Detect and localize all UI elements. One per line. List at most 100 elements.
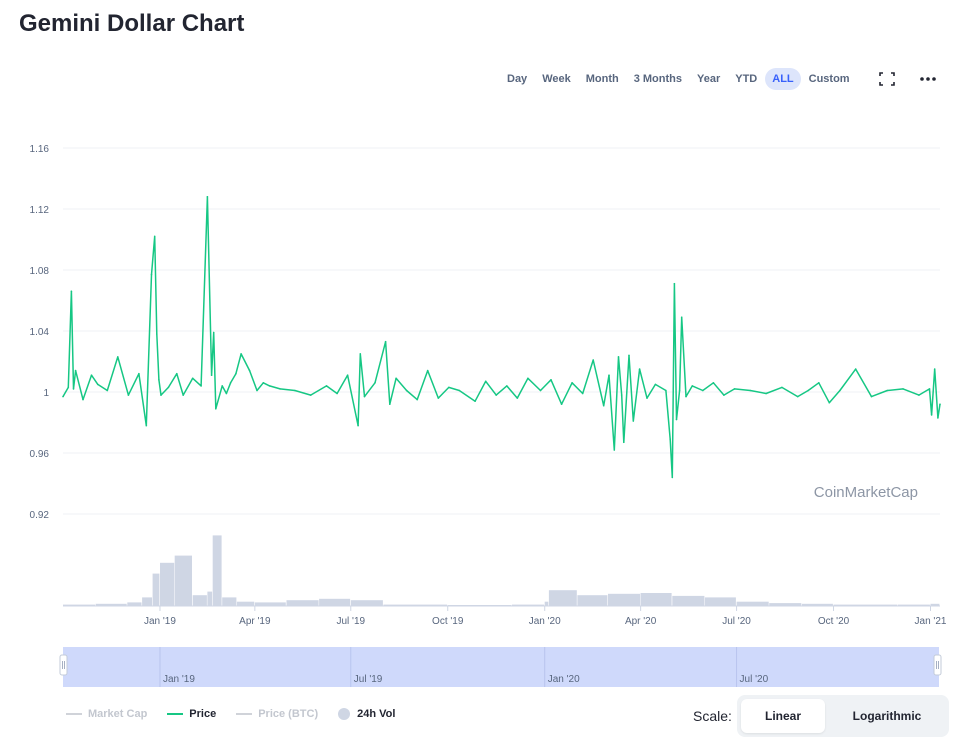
volume-bar <box>672 595 705 606</box>
volume-bar <box>930 603 940 606</box>
price-point <box>150 273 153 276</box>
price-point <box>749 389 752 392</box>
price-point <box>374 382 376 384</box>
navigator-tick-label: Jan '19 <box>163 674 195 685</box>
price-point <box>74 369 77 372</box>
volume-bar <box>63 604 96 606</box>
volume-bar <box>897 604 930 606</box>
navigator-range-fill[interactable] <box>63 647 939 687</box>
legend-item-market-cap[interactable]: Market Cap <box>66 708 147 720</box>
price-point <box>256 389 258 392</box>
range-month-button[interactable]: Month <box>585 73 619 85</box>
price-point <box>930 414 933 416</box>
price-point <box>426 369 429 372</box>
price-point <box>62 395 64 398</box>
price-point <box>167 386 170 389</box>
range-year-button[interactable]: Year <box>697 73 721 85</box>
scale-label: Scale: <box>693 708 732 724</box>
price-point <box>395 377 397 380</box>
price-point <box>268 385 271 387</box>
price-point <box>221 385 223 387</box>
legend-label: 24h Vol <box>357 708 396 720</box>
price-point <box>138 372 140 375</box>
price-point <box>712 382 715 384</box>
volume-series <box>63 535 940 606</box>
navigator-left-handle[interactable] <box>59 654 68 676</box>
price-point <box>182 394 184 396</box>
legend-swatch <box>66 713 82 715</box>
price-point <box>665 389 667 392</box>
price-point <box>680 316 683 319</box>
range-day-button[interactable]: Day <box>507 73 528 85</box>
volume-bar <box>512 604 545 606</box>
price-point <box>623 441 625 444</box>
price-point <box>225 392 228 395</box>
range-week-button[interactable]: Week <box>542 73 571 85</box>
price-point <box>106 389 109 392</box>
legend-swatch <box>167 713 184 715</box>
volume-bar <box>383 604 448 606</box>
grid-lines <box>63 147 940 515</box>
price-point <box>262 382 265 384</box>
volume-bar <box>192 595 207 606</box>
range-all-button[interactable]: ALL <box>765 68 801 90</box>
price-point <box>527 377 529 380</box>
price-point <box>235 372 237 375</box>
price-point <box>72 388 75 390</box>
scale-logarithmic-button[interactable]: Logarithmic <box>852 709 922 723</box>
price-points <box>62 196 941 479</box>
navigator[interactable]: Jan '19 Jul '19 Jan '20 Jul '20 <box>59 647 942 687</box>
price-point <box>613 449 616 451</box>
more-horizontal-icon[interactable] <box>918 70 938 88</box>
price-point <box>928 388 931 390</box>
price-point <box>359 353 362 355</box>
price-point <box>516 397 519 399</box>
price-point <box>437 397 440 399</box>
navigator-ticks: Jan '19 Jul '19 Jan '20 Jul '20 <box>159 647 769 687</box>
fullscreen-icon[interactable] <box>877 70 897 88</box>
navigator-tick-label: Jul '20 <box>740 674 769 685</box>
price-point <box>70 290 73 293</box>
range-ytd-button[interactable]: YTD <box>735 73 758 85</box>
x-tick-label: Apr '20 <box>625 616 657 627</box>
price-point <box>617 356 620 358</box>
volume-bar <box>801 603 833 606</box>
volume-bar <box>160 562 175 606</box>
legend-item-price-btc[interactable]: Price (BTC) <box>236 708 318 720</box>
price-point <box>733 388 736 390</box>
price-point <box>90 374 93 377</box>
x-tick-label: Oct '19 <box>432 616 464 627</box>
navigator-right-handle[interactable] <box>933 654 942 676</box>
legend-label: Price (BTC) <box>258 708 319 720</box>
range-custom-button[interactable]: Custom <box>808 73 850 85</box>
price-point <box>818 382 820 384</box>
price-chart[interactable]: 1.16 1.12 1.08 1.04 1 0.96 0.92 Jan '19 Apr '19… <box>0 0 963 700</box>
price-point <box>474 400 476 403</box>
price-point <box>117 356 119 358</box>
volume-bar <box>207 591 213 606</box>
volume-bar <box>350 600 383 606</box>
price-point <box>67 386 70 389</box>
price-point <box>405 389 408 392</box>
price-point <box>654 383 657 386</box>
volume-bar <box>152 573 160 606</box>
x-tick-label: Jan '21 <box>915 616 947 627</box>
price-point <box>212 331 215 334</box>
range-3months-button[interactable]: 3 Months <box>633 73 682 85</box>
price-point <box>765 392 767 395</box>
price-point <box>346 374 349 377</box>
legend-item-24h-vol[interactable]: 24h Vol <box>338 708 395 720</box>
price-point <box>671 476 674 479</box>
y-tick-label: 1.16 <box>30 144 50 155</box>
price-point <box>279 388 281 390</box>
price-point <box>807 389 809 392</box>
y-tick-label: 1.04 <box>30 327 50 338</box>
price-point <box>602 404 605 407</box>
legend-item-price[interactable]: Price <box>167 708 216 720</box>
y-tick-label: 1 <box>43 388 49 399</box>
legend-label: Market Cap <box>88 708 148 720</box>
price-point <box>240 353 242 355</box>
y-tick-label: 1.12 <box>30 205 50 216</box>
price-point <box>484 380 487 383</box>
scale-linear-button[interactable]: Linear <box>741 699 825 733</box>
